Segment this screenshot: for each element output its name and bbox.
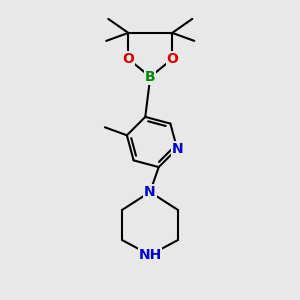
Text: B: B [145, 70, 156, 84]
Text: N: N [171, 142, 183, 156]
Text: O: O [122, 52, 134, 66]
Text: N: N [144, 185, 156, 199]
Text: NH: NH [138, 248, 162, 262]
Text: O: O [166, 52, 178, 66]
